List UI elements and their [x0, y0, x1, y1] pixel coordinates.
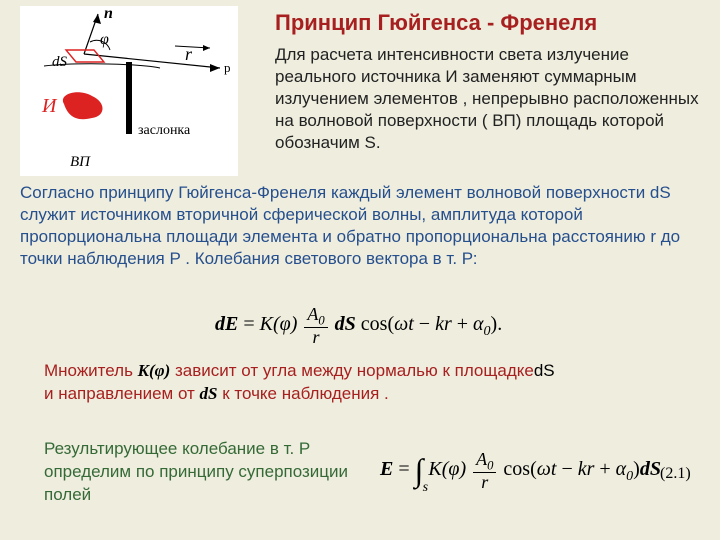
f1-wt: ωt	[394, 313, 414, 335]
f1-cos: cos(	[361, 313, 394, 335]
p3-b: зависит от угла	[170, 361, 296, 380]
f1-lhs: dE	[215, 313, 238, 335]
f2-a: α	[616, 458, 627, 480]
diagram-svg: n φ r p dS заслонка И ВП	[20, 6, 238, 176]
f2-a0sub: 0	[487, 459, 493, 473]
p3-f: к точке наблюдения	[218, 384, 380, 403]
f2-wt: ωt	[537, 458, 557, 480]
label-phi: φ	[100, 31, 109, 48]
label-ds: dS	[52, 54, 68, 70]
principle-paragraph: Согласно принципу Гюйгенса-Френеля кажды…	[20, 182, 696, 270]
f1-asub: 0	[484, 324, 491, 339]
f1-close: ).	[491, 313, 503, 335]
p3-c: между нормалью	[297, 361, 438, 380]
f2-kr: kr	[578, 458, 595, 480]
equation-number: (2.1)	[660, 465, 691, 483]
label-n: n	[104, 6, 113, 22]
f2-intsub: s	[423, 484, 428, 492]
p3-d: к площадке	[438, 361, 534, 380]
p3-ds2: dS	[200, 384, 218, 403]
f2-ds: dS	[640, 458, 661, 480]
p3-g: .	[379, 384, 388, 403]
result-paragraph: Результирующее колебание в т. P определи…	[44, 438, 374, 507]
p3-a: Множитель	[44, 361, 138, 380]
label-p: p	[224, 60, 231, 75]
f1-a0: A	[307, 304, 318, 324]
label-zaslonka: заслонка	[138, 123, 191, 138]
p3-e: и направлением от	[44, 384, 195, 403]
intro-paragraph: Для расчета интенсивности света излучени…	[275, 44, 700, 154]
label-rvec: r	[185, 44, 193, 64]
f1-r: r	[304, 328, 327, 346]
f1-a0sub: 0	[318, 314, 324, 328]
f2-r: r	[473, 473, 496, 491]
f1-ds: dS	[335, 313, 356, 335]
page-title: Принцип Гюйгенса - Френеля	[275, 10, 597, 36]
f2-lhs: E	[380, 458, 393, 480]
label-vp: ВП	[70, 154, 91, 170]
f1-k: K(φ)	[260, 313, 298, 335]
f1-a: α	[473, 313, 484, 335]
factor-paragraph: Множитель K(φ) зависит от угла между нор…	[44, 360, 700, 406]
formula-de: dE = K(φ) A0r dS cos(ωt − kr + α0).	[215, 305, 502, 346]
p3-ds1: dS	[534, 361, 555, 380]
f1-kr: kr	[435, 313, 452, 335]
f2-cos: cos(	[503, 458, 536, 480]
formula-e: E = ∫s K(φ) A0r cos(ωt − kr + α0)dS	[380, 450, 661, 491]
f2-a0: A	[476, 449, 487, 469]
diagram-box: n φ r p dS заслонка И ВП	[20, 6, 238, 176]
label-i: И	[41, 95, 58, 117]
f2-k: K(φ)	[428, 458, 466, 480]
p3-k: K(φ)	[138, 361, 171, 380]
f2-close: )	[633, 458, 640, 480]
